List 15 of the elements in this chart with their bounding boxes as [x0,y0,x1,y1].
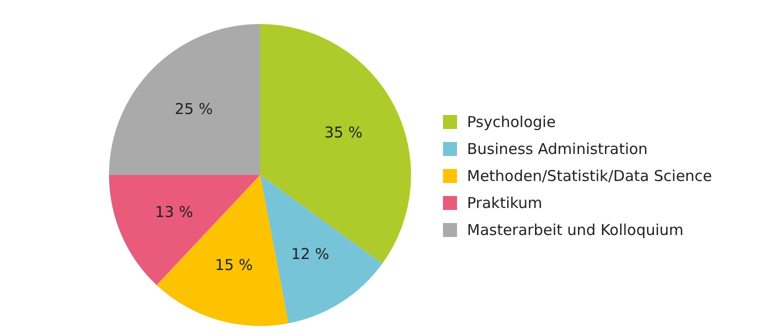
pie-slice [109,175,260,286]
legend-label: Psychologie [467,113,556,131]
data-label: 15 % [214,256,253,274]
data-label: 13 % [155,203,194,222]
pie-slice [156,175,288,326]
data-label: 35 % [324,123,362,142]
data-label: 25 % [174,100,213,118]
pie-slice [260,175,382,324]
legend-label: Business Administration [467,140,648,158]
legend-label: Masterarbeit und Kolloquium [467,221,684,239]
pie-slice [260,24,411,264]
data-label: 12 % [291,245,330,264]
legend-label: Praktikum [467,194,542,212]
pie-slice [109,24,260,175]
legend-label: Methoden/Statistik/Data Science [467,167,712,185]
